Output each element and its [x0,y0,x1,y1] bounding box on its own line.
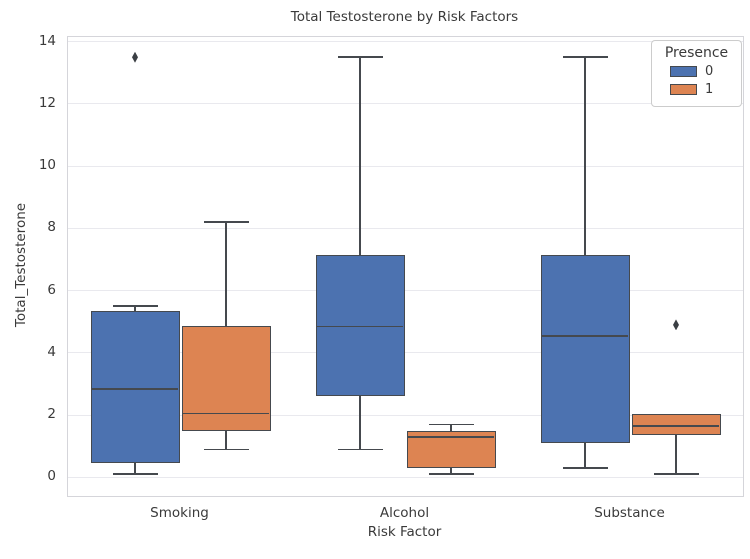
outlier-marker [132,51,138,63]
box-smoking-presence-1 [181,326,271,431]
y-tick-label: 8 [47,219,56,236]
box-substance-presence-0 [540,254,630,444]
box-substance-presence-1 [631,413,721,436]
legend-row: 1 [670,82,735,97]
whisker [584,443,586,468]
median-line [408,435,494,438]
gridline [68,290,743,292]
whisker-cap [428,473,474,475]
median-line [92,387,178,390]
x-tick-label: Alcohol [379,505,430,521]
plot-area [67,36,744,497]
y-tick-label: 4 [47,343,56,360]
y-tick-label: 14 [38,32,56,49]
legend-row: 0 [670,64,735,79]
whisker-cap [337,56,383,59]
x-tick-label: Substance [594,505,665,521]
outlier-marker [673,319,679,331]
whisker-cap [562,467,608,469]
x-tick-label: Smoking [150,505,209,521]
whisker-cap [337,448,383,451]
whisker [225,430,227,450]
median-line [633,425,719,427]
gridline [68,227,743,229]
box-smoking-presence-0 [90,310,180,464]
whisker [134,463,136,475]
whisker [359,396,361,450]
chart-title: Total Testosterone by Risk Factors [290,9,519,25]
median-line [542,334,628,337]
whisker-cap [653,473,699,475]
legend-swatch-1 [670,84,697,95]
gridline [68,352,743,354]
y-tick-label: 2 [47,406,56,423]
whisker [450,424,452,431]
whisker [225,222,227,327]
x-axis-label: Risk Factor [367,524,442,540]
median-line [317,325,403,328]
y-tick-label: 0 [47,468,56,485]
legend-label: 0 [705,64,714,79]
y-tick-label: 12 [38,94,56,111]
gridline [68,103,743,105]
whisker [359,57,361,255]
whisker [134,306,136,311]
gridline [68,165,743,167]
whisker [450,467,452,475]
whisker-cap [203,221,249,223]
gridline [68,41,743,43]
whisker-cap [428,423,474,426]
whisker [675,435,677,475]
legend-swatch-0 [670,66,697,77]
whisker [584,57,586,255]
gridline [68,476,743,478]
legend-label: 1 [705,82,714,97]
legend-title: Presence [664,45,729,61]
median-line [183,412,269,415]
whisker-cap [562,56,608,59]
y-tick-label: 6 [47,281,56,298]
whisker-cap [203,448,249,451]
whisker-cap [112,473,158,475]
gridline [68,414,743,416]
y-tick-label: 10 [38,157,56,174]
whisker-cap [112,305,158,307]
